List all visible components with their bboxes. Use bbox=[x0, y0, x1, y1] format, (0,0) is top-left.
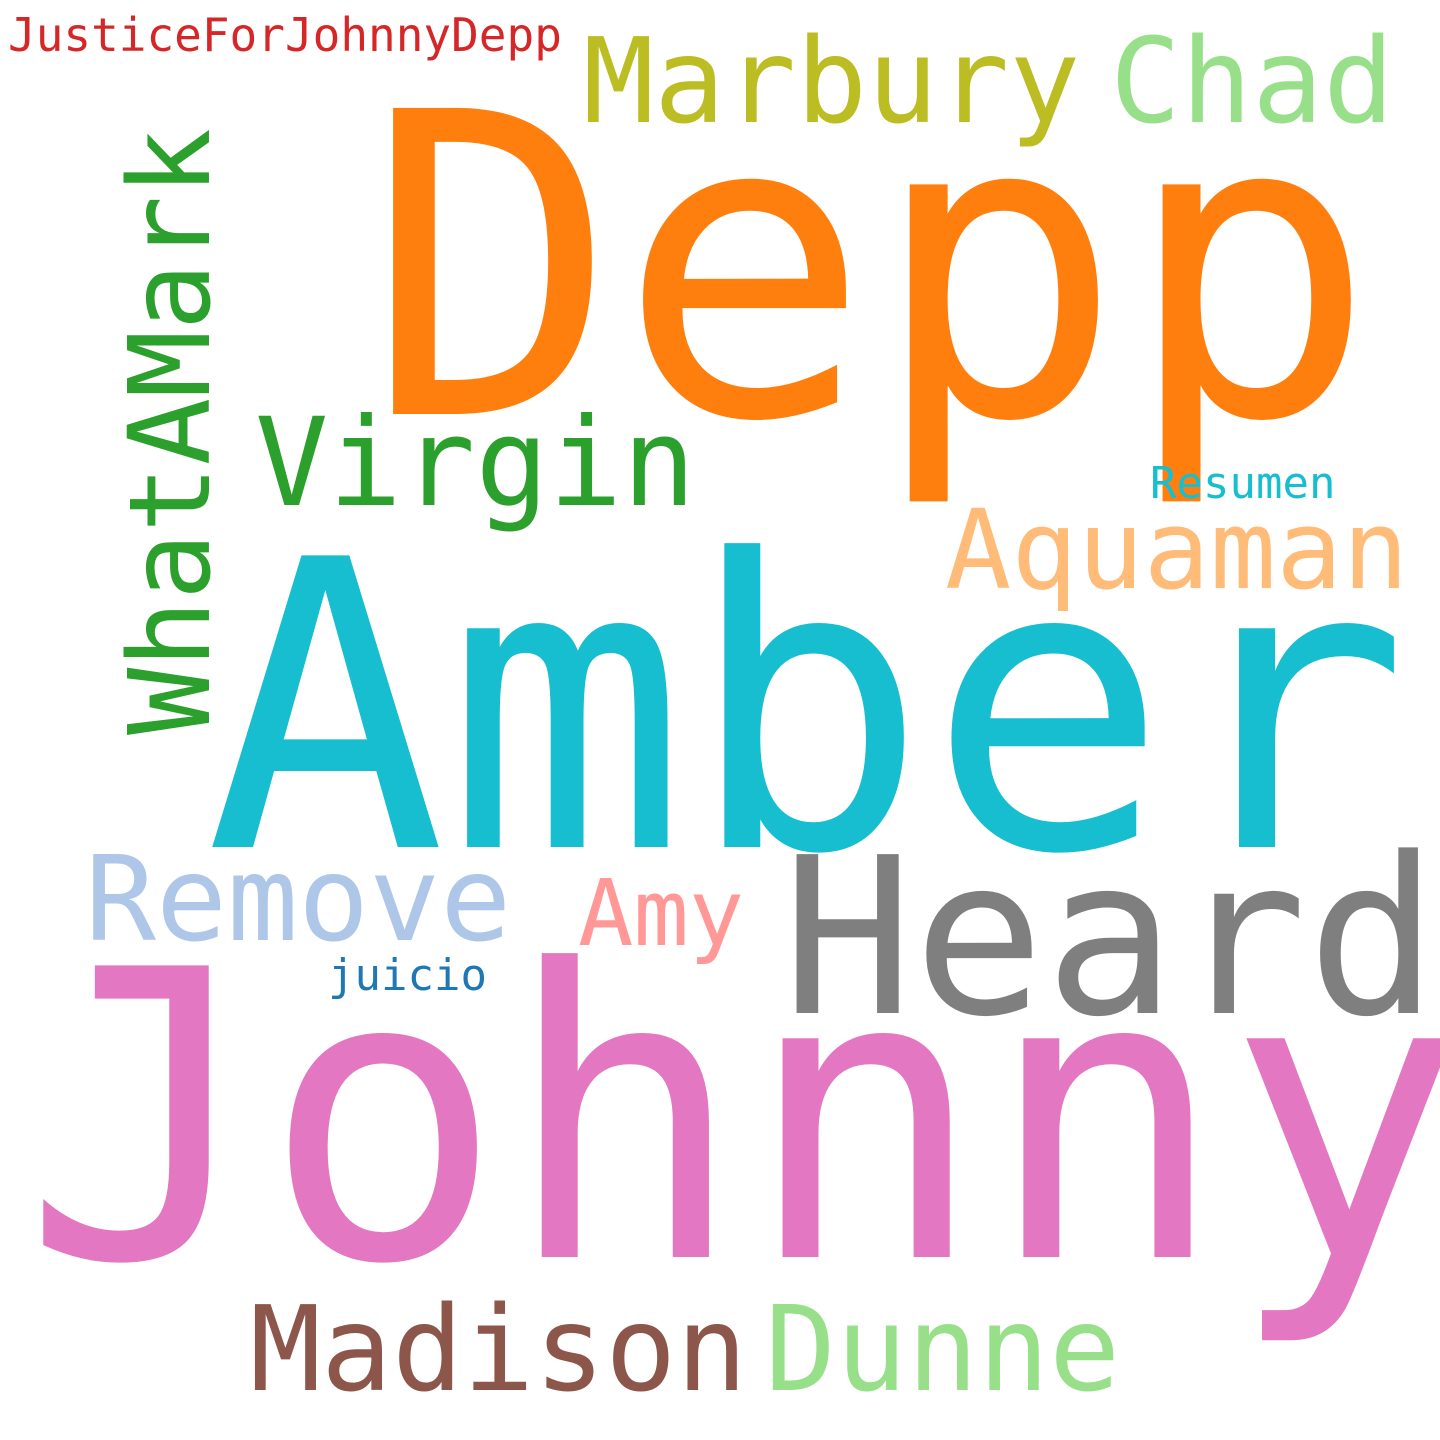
word-depp: Depp bbox=[365, 25, 1377, 514]
word-amy: Amy bbox=[578, 860, 745, 967]
word-madison: Madison bbox=[250, 1280, 748, 1418]
word-heard: Heard bbox=[782, 812, 1439, 1065]
word-aquaman: Aquaman bbox=[945, 486, 1409, 614]
word-justiceforjohnnydepp: JusticeForJohnnyDepp bbox=[8, 8, 562, 62]
word-amber: Amber bbox=[205, 477, 1410, 942]
word-dunne: Dunne bbox=[765, 1280, 1121, 1418]
word-marbury: Marbury bbox=[583, 12, 1081, 150]
word-virgin: Virgin bbox=[255, 392, 696, 534]
word-johnny: Johnny bbox=[22, 887, 1440, 1352]
word-remove: Remove bbox=[85, 830, 512, 968]
word-resumen: Resumen bbox=[1150, 458, 1336, 509]
word-juicio: juicio bbox=[328, 950, 487, 1001]
word-chad: Chad bbox=[1110, 12, 1395, 150]
